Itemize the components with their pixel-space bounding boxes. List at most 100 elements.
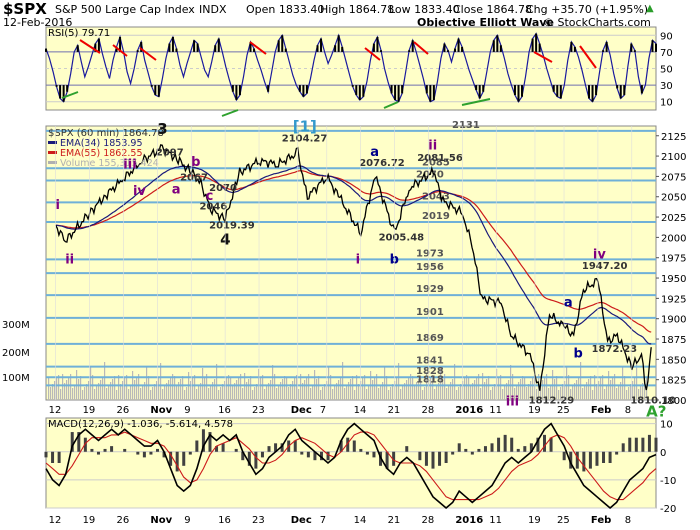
volume-bar [88, 381, 90, 400]
macd-x-tick-label: 14 [354, 515, 367, 526]
macd-histogram-bar [470, 451, 474, 455]
volume-bar [56, 378, 58, 400]
volume-bar [576, 380, 578, 400]
volume-bar [620, 382, 622, 400]
price-annotation: 2019.39 [209, 220, 255, 231]
volume-bar [610, 380, 612, 400]
volume-bar [622, 367, 624, 400]
volume-bar [208, 388, 210, 400]
rsi-overbought-fill [379, 50, 382, 52]
macd-histogram-bar [405, 446, 409, 452]
volume-bar [214, 379, 216, 400]
price-tick-label: 2025 [661, 213, 686, 224]
rsi-overbought-fill [633, 50, 636, 52]
volume-bar [110, 382, 112, 400]
rsi-overbought-fill [97, 38, 100, 52]
rsi-overbought-fill [570, 41, 573, 52]
volume-bar [584, 385, 586, 400]
rsi-title: RSI(5) 79.71 [48, 28, 110, 39]
rsi-overbought-fill [253, 48, 256, 52]
macd-histogram-bar [110, 446, 114, 452]
volume-bar [192, 378, 194, 400]
volume-bar [196, 389, 198, 400]
support-label: 1973 [416, 248, 444, 259]
symbol: $SPX [3, 0, 47, 18]
volume-bar [412, 376, 414, 400]
volume-bar [146, 367, 148, 400]
rsi-divergence-green [221, 109, 239, 117]
volume-bar [404, 383, 406, 400]
volume-bar [578, 377, 580, 400]
macd-histogram-bar [615, 451, 619, 455]
price-tick-label: 1925 [661, 294, 686, 305]
support-label: 2131 [452, 120, 480, 131]
rsi-overbought-fill [492, 40, 495, 52]
x-tick-label: 28 [421, 405, 434, 416]
x-tick-label: 19 [528, 405, 541, 416]
macd-histogram-bar [359, 448, 363, 452]
volume-bar [554, 379, 556, 400]
volume-bar [50, 387, 52, 400]
macd-histogram-bar [280, 443, 284, 452]
volume-bar [536, 389, 538, 400]
volume-bar [274, 374, 276, 400]
x-tick-label: 8 [625, 405, 631, 416]
volume-bar [470, 386, 472, 400]
volume-bar [128, 389, 130, 400]
macd-histogram-bar [628, 437, 632, 452]
volume-bar [570, 389, 572, 400]
volume-bar [626, 390, 628, 400]
volume-bar [644, 380, 646, 400]
volume-bar [158, 378, 160, 400]
rsi-overbought-fill [115, 46, 118, 52]
volume-bar [156, 381, 158, 400]
volume-axis-label: 100M [2, 373, 30, 384]
volume-bar [366, 389, 368, 400]
rsi-overbought-fill [443, 43, 446, 52]
support-label: 1956 [416, 262, 444, 273]
volume-bar [126, 375, 128, 400]
macd-histogram-bar [162, 451, 166, 458]
rsi-oversold-fill [362, 85, 365, 97]
volume-bar [104, 362, 106, 400]
volume-bar [628, 387, 630, 400]
rsi-oversold-fill [397, 85, 400, 102]
macd-histogram-bar [103, 448, 107, 452]
volume-bar [122, 381, 124, 400]
rsi-divergence-green [461, 98, 491, 106]
rsi-oversold-fill [355, 85, 358, 96]
macd-histogram-bar [641, 437, 645, 452]
volume-bar [466, 375, 468, 400]
wave-label: b [390, 252, 399, 267]
macd-histogram-bar [267, 446, 271, 452]
volume-bar [296, 375, 298, 400]
volume-bar [602, 375, 604, 400]
price-annotation: 2081.56 [417, 153, 463, 164]
wave-label: ii [428, 139, 437, 154]
rsi-oversold-fill [552, 85, 555, 92]
volume-bar [210, 385, 212, 400]
volume-bar [532, 378, 534, 400]
volume-bar [68, 377, 70, 400]
volume-bar [144, 382, 146, 400]
volume-bar [630, 384, 632, 400]
rsi-overbought-fill [655, 43, 657, 52]
volume-bar [148, 376, 150, 400]
volume-bar [364, 375, 366, 400]
volume-bar [494, 384, 496, 400]
volume-bar [78, 379, 80, 400]
volume-bar [174, 376, 176, 400]
macd-x-tick-label: 25 [557, 515, 570, 526]
rsi-overbought-fill [376, 36, 379, 52]
volume-bar [618, 385, 620, 400]
volume-bar [90, 366, 92, 400]
volume-bar [382, 382, 384, 400]
volume-bar [508, 380, 510, 400]
support-label: 1818 [416, 374, 444, 385]
volume-bar [520, 379, 522, 400]
volume-bar [504, 386, 506, 400]
volume-bar [220, 387, 222, 400]
rsi-overbought-fill [249, 41, 252, 52]
macd-histogram-bar [464, 448, 468, 452]
